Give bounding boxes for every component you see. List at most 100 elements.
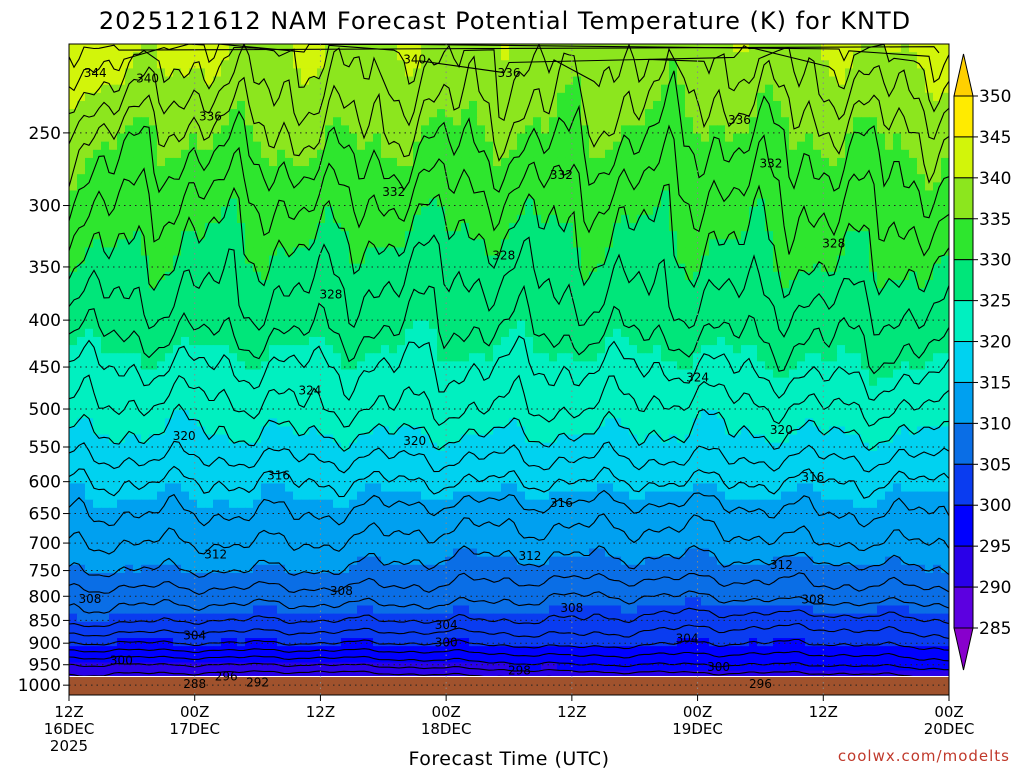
- field-cell: [533, 149, 542, 159]
- field-cell: [477, 377, 486, 387]
- field-cell: [397, 182, 406, 192]
- field-cell: [669, 320, 678, 330]
- field-cell: [261, 336, 270, 346]
- field-cell: [877, 84, 886, 94]
- field-cell: [421, 377, 430, 387]
- field-cell: [725, 68, 734, 78]
- field-cell: [141, 117, 150, 126]
- field-cell: [685, 239, 694, 249]
- field-cell: [109, 336, 118, 346]
- field-cell: [277, 369, 286, 379]
- field-cell: [509, 174, 518, 183]
- field-cell: [405, 312, 414, 322]
- field-cell: [581, 92, 590, 102]
- field-cell: [693, 60, 702, 70]
- field-cell: [389, 44, 398, 53]
- field-cell: [157, 198, 166, 208]
- field-cell: [469, 271, 478, 281]
- field-cell: [797, 149, 806, 159]
- field-cell: [173, 190, 182, 200]
- field-cell: [669, 214, 678, 224]
- field-cell: [125, 133, 134, 143]
- field-cell: [677, 52, 686, 61]
- field-cell: [93, 410, 102, 419]
- field-cell: [725, 402, 734, 411]
- field-cell: [69, 76, 78, 86]
- field-cell: [717, 100, 726, 110]
- field-cell: [317, 304, 326, 314]
- field-cell: [157, 52, 166, 61]
- field-cell: [821, 312, 830, 322]
- field-cell: [709, 231, 718, 240]
- field-cell: [917, 369, 926, 379]
- field-cell: [333, 402, 342, 411]
- field-cell: [749, 223, 758, 232]
- field-cell: [277, 223, 286, 232]
- field-cell: [173, 68, 182, 78]
- field-cell: [805, 385, 814, 395]
- field-cell: [413, 377, 422, 387]
- field-cell: [845, 263, 854, 273]
- field-cell: [701, 92, 710, 102]
- field-cell: [477, 296, 486, 305]
- field-cell: [685, 133, 694, 143]
- field-cell: [429, 125, 438, 135]
- field-cell: [165, 52, 174, 61]
- field-cell: [333, 223, 342, 232]
- field-cell: [125, 68, 134, 78]
- field-cell: [821, 100, 830, 110]
- field-cell: [573, 231, 582, 240]
- field-cell: [813, 68, 822, 78]
- field-cell: [101, 385, 110, 395]
- field-cell: [373, 174, 382, 183]
- field-cell: [861, 263, 870, 273]
- field-cell: [669, 353, 678, 362]
- field-cell: [341, 271, 350, 281]
- field-cell: [701, 52, 710, 61]
- field-cell: [925, 166, 934, 175]
- field-cell: [557, 312, 566, 322]
- field-cell: [485, 361, 494, 371]
- field-cell: [757, 296, 766, 305]
- field-cell: [677, 377, 686, 387]
- field-cell: [413, 141, 422, 151]
- field-cell: [557, 109, 566, 118]
- field-cell: [845, 125, 854, 135]
- field-cell: [885, 393, 894, 403]
- field-cell: [717, 109, 726, 118]
- field-cell: [285, 336, 294, 346]
- field-cell: [845, 198, 854, 208]
- field-cell: [709, 353, 718, 362]
- field-cell: [877, 385, 886, 395]
- field-cell: [157, 117, 166, 126]
- field-cell: [181, 60, 190, 70]
- field-cell: [221, 84, 230, 94]
- field-cell: [893, 214, 902, 224]
- field-cell: [85, 377, 94, 387]
- field-cell: [789, 263, 798, 273]
- field-cell: [229, 206, 238, 216]
- field-cell: [205, 279, 214, 289]
- field-cell: [693, 44, 702, 53]
- field-cell: [909, 279, 918, 289]
- field-cell: [805, 353, 814, 362]
- field-cell: [837, 385, 846, 395]
- field-cell: [485, 402, 494, 411]
- field-cell: [725, 296, 734, 305]
- field-cell: [765, 182, 774, 192]
- field-cell: [645, 296, 654, 305]
- field-cell: [845, 353, 854, 362]
- field-cell: [421, 231, 430, 240]
- field-cell: [709, 336, 718, 346]
- field-cell: [133, 369, 142, 379]
- field-cell: [557, 76, 566, 86]
- field-cell: [813, 312, 822, 322]
- field-cell: [333, 296, 342, 305]
- field-cell: [693, 52, 702, 61]
- field-cell: [429, 117, 438, 126]
- field-cell: [581, 125, 590, 135]
- field-cell: [405, 125, 414, 135]
- field-cell: [509, 198, 518, 208]
- field-cell: [221, 125, 230, 135]
- field-cell: [333, 377, 342, 387]
